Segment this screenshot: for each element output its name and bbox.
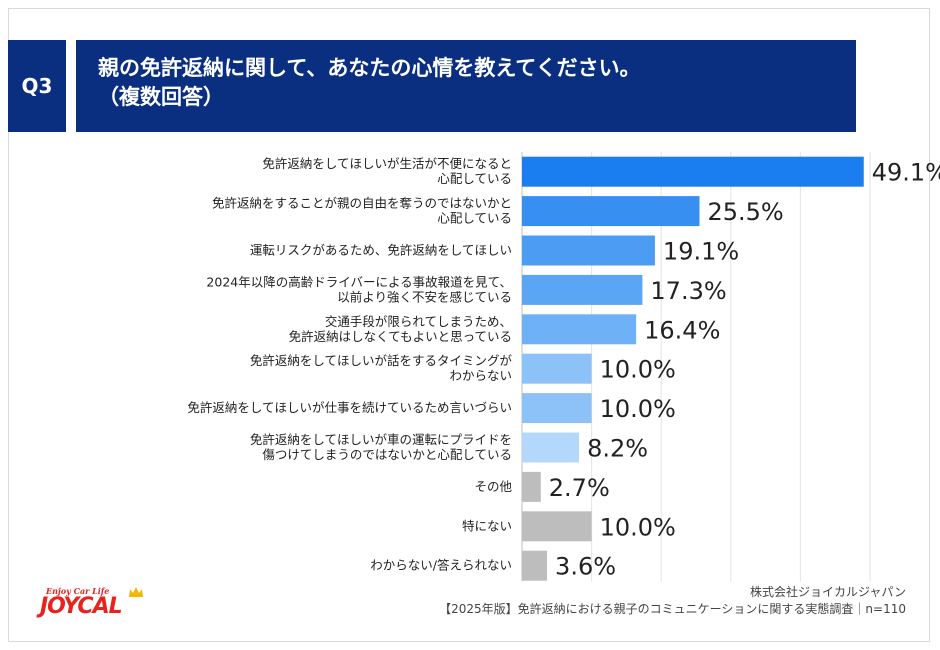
data-label: 10.0%: [600, 513, 676, 541]
data-label: 25.5%: [707, 198, 783, 226]
footer-survey: 【2025年版】免許返納における親子のコミュニケーションに関する実態調査｜n=1…: [439, 602, 906, 616]
bar: [522, 353, 592, 384]
data-label: 2.7%: [549, 474, 610, 502]
bar: [522, 393, 592, 424]
data-label: 19.1%: [663, 238, 739, 266]
category-label: 心配している: [437, 171, 512, 186]
category-label: 免許返納をしてほしいが話をするタイミングが: [250, 353, 513, 368]
category-label: 免許返納をしてほしいが仕事を続けているため言いづらい: [187, 400, 512, 415]
bar: [522, 156, 864, 187]
crown-icon: [129, 587, 143, 597]
logo-tagline: Enjoy Car Life: [46, 586, 110, 596]
data-label: 10.0%: [600, 395, 676, 423]
category-label: 傷つけてしまうのではないかと心配している: [262, 447, 512, 462]
question-title: 親の免許返納に関して、あなたの心情を教えてください。: [98, 56, 641, 80]
bar: [522, 550, 548, 581]
data-label: 17.3%: [650, 277, 726, 305]
data-label: 49.1%: [872, 159, 940, 187]
footer-company: 株式会社ジョイカルジャパン: [749, 585, 906, 599]
bar: [522, 432, 580, 463]
category-label: 交通手段が限られてしまうため、: [325, 314, 512, 329]
category-label: その他: [474, 479, 512, 494]
bar: [522, 511, 592, 542]
category-label: わからない/答えられない: [370, 558, 512, 573]
category-label: 運転リスクがあるため、免許返納をしてほしい: [250, 243, 512, 258]
data-label: 3.6%: [555, 553, 616, 581]
category-label: 特にない: [462, 518, 512, 533]
data-label: 8.2%: [587, 435, 648, 463]
category-label: 免許返納をしてほしいが生活が不便になると: [262, 156, 512, 171]
question-number-badge: Q3: [8, 40, 66, 132]
data-label: 10.0%: [600, 356, 676, 384]
bar: [522, 196, 700, 227]
logo-wordmark: JOYCAL: [40, 594, 123, 619]
bar: [522, 471, 541, 502]
joycal-logo: Enjoy Car Life JOYCAL: [40, 586, 160, 626]
bar: [522, 235, 655, 266]
bar: [522, 274, 643, 305]
category-label: 免許返納をすることが親の自由を奪うのではないかと: [212, 196, 512, 211]
category-label: 免許返納はしなくてもよいと思っている: [289, 329, 512, 344]
data-label: 16.4%: [644, 316, 720, 344]
bar: [522, 314, 637, 345]
category-label: 心配している: [437, 211, 512, 226]
category-label: 以前より強く不安を感じている: [337, 289, 512, 304]
category-label: 免許返納をしてほしいが車の運転にプライドを: [250, 432, 512, 447]
question-title-box: 親の免許返納に関して、あなたの心情を教えてください。 （複数回答）: [76, 40, 856, 132]
category-label: わからない: [449, 368, 512, 383]
category-label: 2024年以降の高齢ドライバーによる事故報道を見て、: [206, 274, 512, 289]
question-note: （複数回答）: [98, 85, 224, 109]
question-number: Q3: [21, 74, 53, 98]
